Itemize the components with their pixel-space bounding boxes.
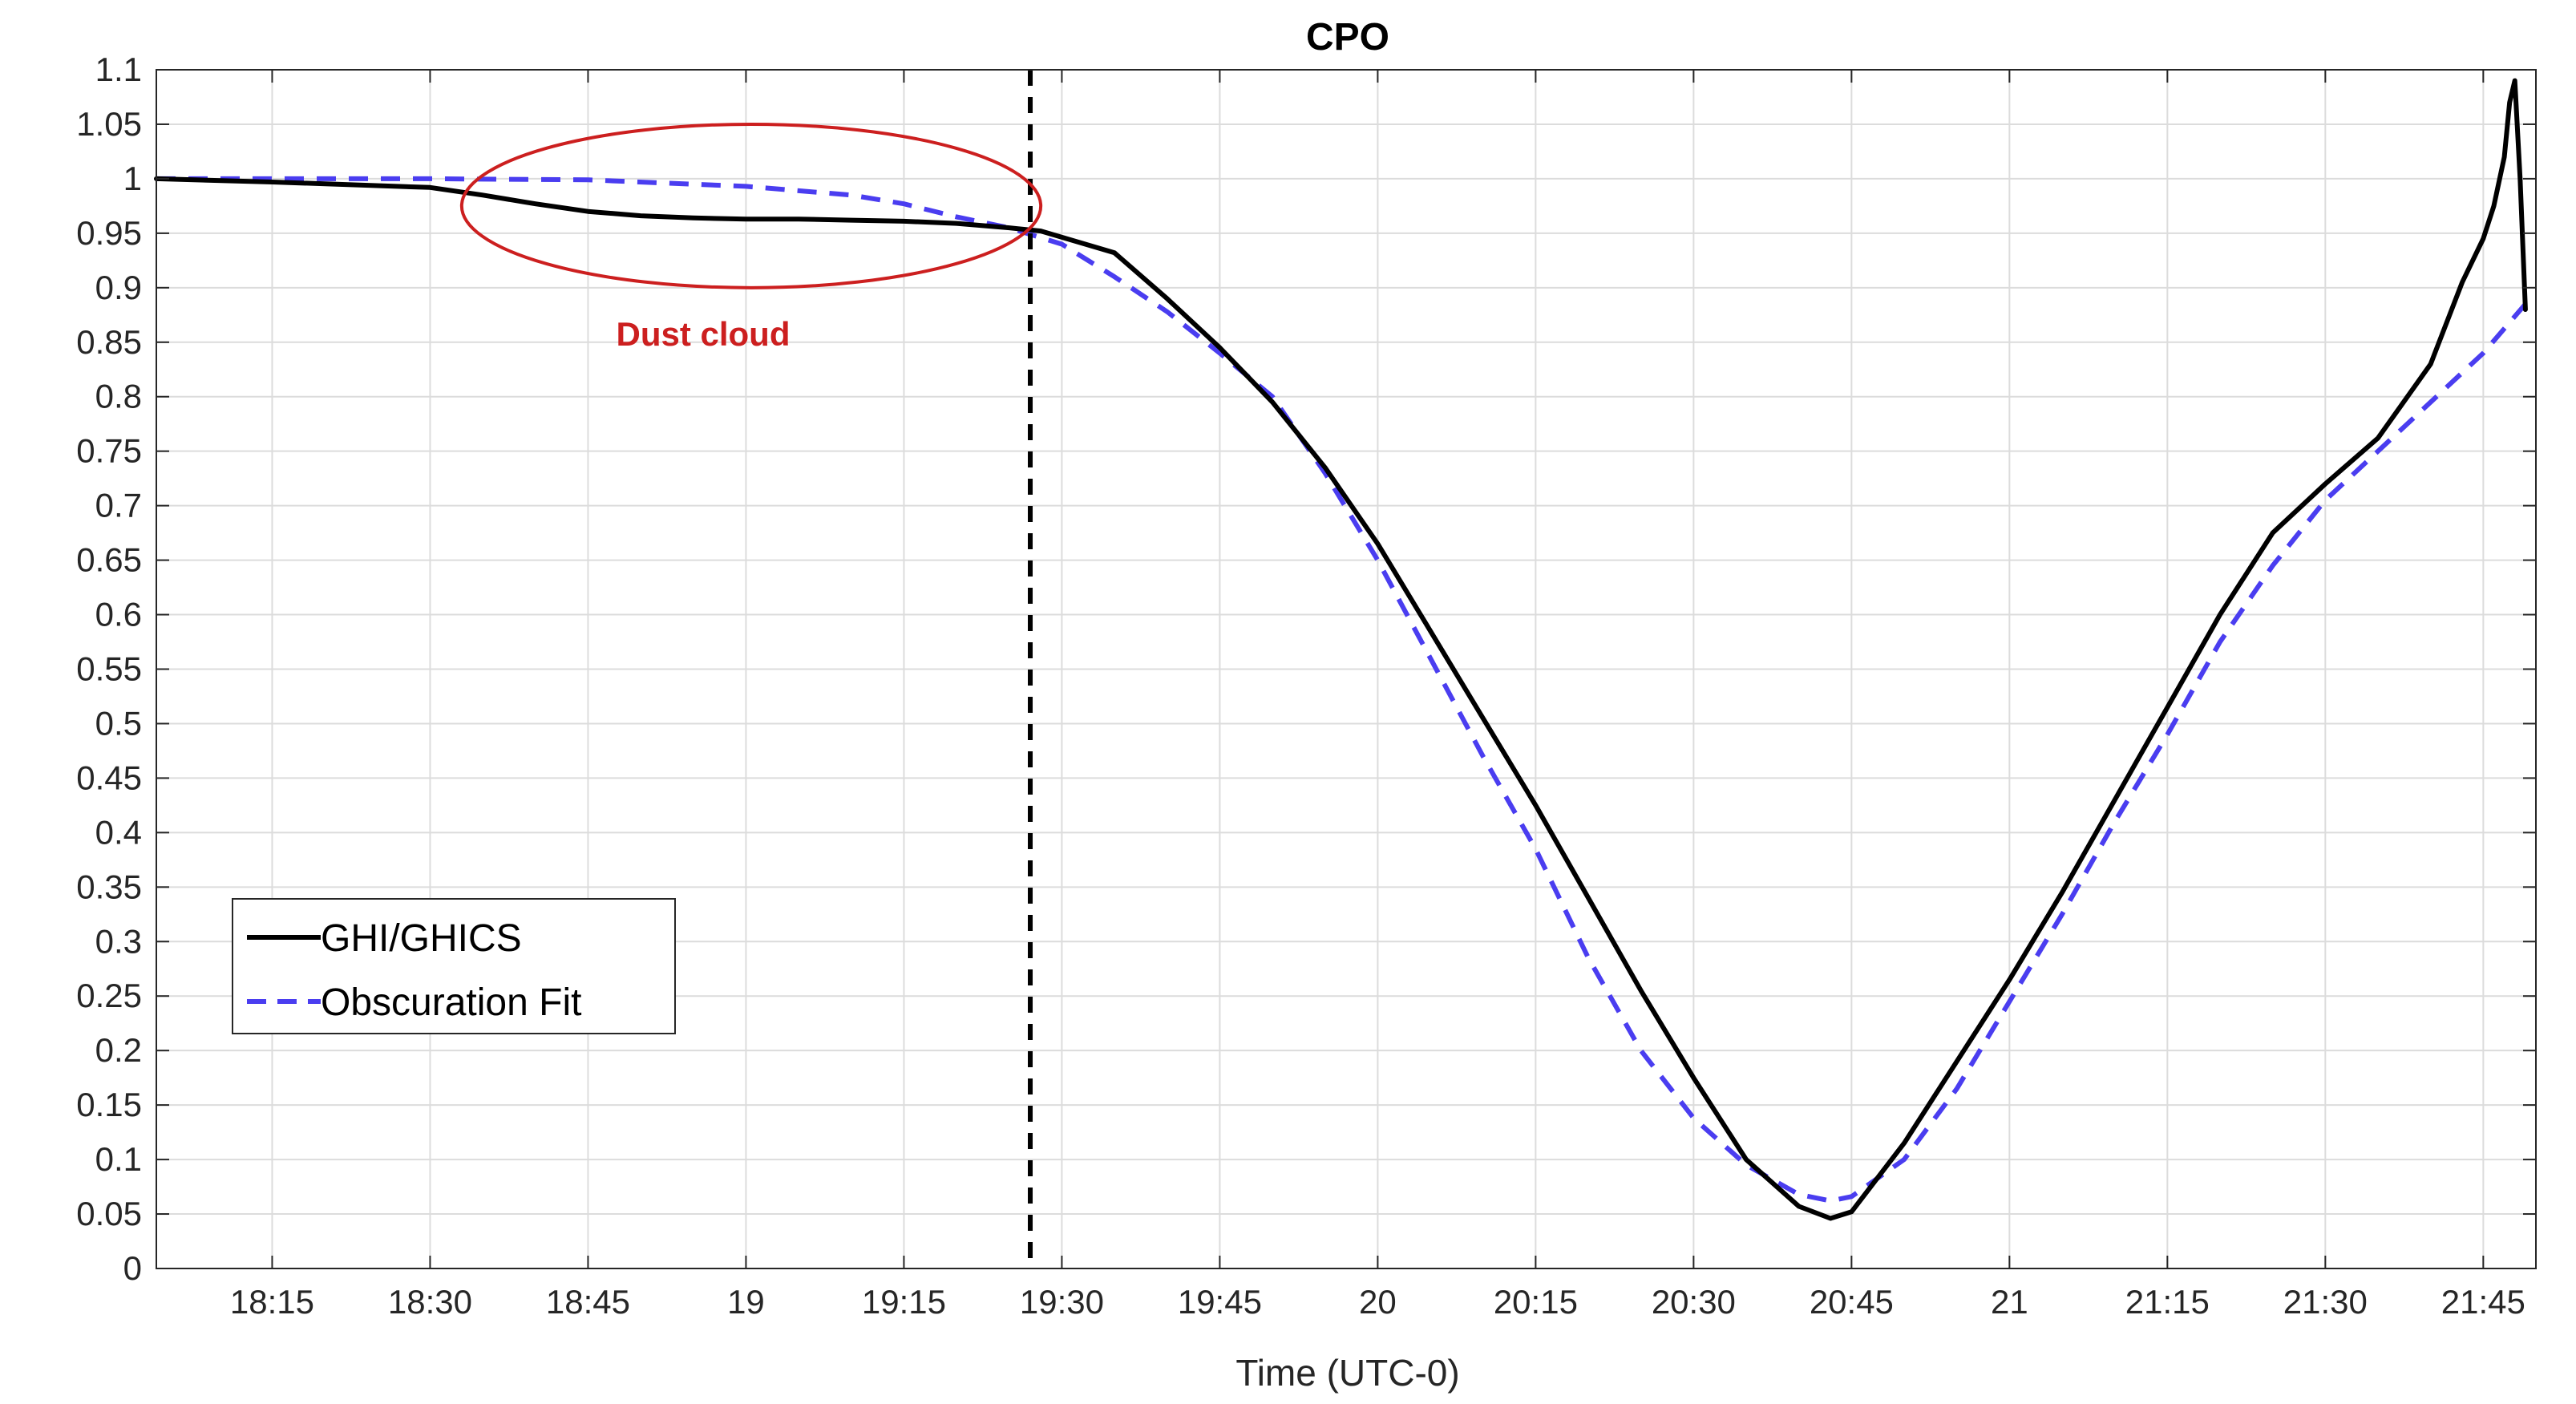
y-tick-label: 0.5 bbox=[95, 704, 142, 742]
y-tick-label: 0.35 bbox=[76, 868, 142, 905]
x-axis-tick-labels: 18:15 18:30 18:45 19 19:15 19:30 19:45 20 20:15 2… bbox=[230, 1283, 2525, 1321]
y-tick-label: 1.05 bbox=[76, 105, 142, 143]
x-tick-label: 20:30 bbox=[1652, 1283, 1736, 1321]
chart-title: CPO bbox=[1306, 16, 1389, 59]
legend: GHI/GHICS Obscuration Fit bbox=[232, 898, 676, 1034]
x-tick-label: 20 bbox=[1359, 1283, 1397, 1321]
y-tick-label: 0.85 bbox=[76, 323, 142, 361]
y-tick-label: 0 bbox=[123, 1249, 142, 1287]
series-layer bbox=[154, 78, 2528, 1221]
x-tick-label: 19:45 bbox=[1178, 1283, 1262, 1321]
x-tick-label: 19:30 bbox=[1020, 1283, 1104, 1321]
y-tick-label: 0.9 bbox=[95, 269, 142, 306]
x-tick-label: 21:30 bbox=[2283, 1283, 2368, 1321]
dust-cloud-label: Dust cloud bbox=[617, 315, 791, 353]
y-tick-label: 0.1 bbox=[95, 1140, 142, 1178]
x-tick-label: 21 bbox=[1991, 1283, 2028, 1321]
y-axis-tick-labels: 0 0.05 0.1 0.15 0.2 0.25 0.3 0.35 0.4 0.45 0.5 0.55… bbox=[76, 51, 142, 1287]
y-tick-label: 0.6 bbox=[95, 596, 142, 633]
x-tick-label: 21:45 bbox=[2441, 1283, 2525, 1321]
x-tick-label: 20:15 bbox=[1494, 1283, 1578, 1321]
y-tick-label: 0.7 bbox=[95, 487, 142, 524]
x-tick-label: 20:45 bbox=[1810, 1283, 1894, 1321]
y-tick-label: 0.25 bbox=[76, 977, 142, 1014]
series-line-ghi-ghics bbox=[154, 78, 2528, 1221]
legend-label-ghi: GHI/GHICS bbox=[321, 917, 522, 960]
grid bbox=[156, 69, 2536, 1269]
x-axis-title: Time (UTC-0) bbox=[1235, 1352, 1459, 1394]
y-tick-label: 0.3 bbox=[95, 922, 142, 960]
series-line-obscuration-fit bbox=[156, 176, 2528, 1204]
x-tick-label: 18:45 bbox=[546, 1283, 630, 1321]
legend-label-fit: Obscuration Fit bbox=[321, 981, 581, 1024]
x-tick-label: 18:15 bbox=[230, 1283, 314, 1321]
y-tick-label: 0.55 bbox=[76, 650, 142, 688]
y-tick-label: 1.1 bbox=[95, 51, 142, 88]
dust-cloud-ellipse bbox=[459, 122, 1043, 289]
legend-box bbox=[232, 898, 676, 1034]
tick-marks bbox=[156, 69, 2536, 1269]
y-tick-label: 0.45 bbox=[76, 759, 142, 796]
annotation-layer: Dust cloud bbox=[459, 70, 1043, 1268]
x-tick-label: 19 bbox=[727, 1283, 765, 1321]
y-tick-label: 0.4 bbox=[95, 813, 142, 851]
y-tick-label: 0.8 bbox=[95, 378, 142, 415]
y-tick-label: 0.15 bbox=[76, 1086, 142, 1123]
y-tick-label: 1 bbox=[123, 160, 142, 197]
y-tick-label: 0.75 bbox=[76, 432, 142, 470]
y-tick-label: 0.05 bbox=[76, 1195, 142, 1232]
x-tick-label: 19:15 bbox=[862, 1283, 946, 1321]
y-tick-label: 0.65 bbox=[76, 541, 142, 579]
y-tick-label: 0.95 bbox=[76, 214, 142, 252]
x-tick-label: 21:15 bbox=[2125, 1283, 2210, 1321]
y-tick-label: 0.2 bbox=[95, 1031, 142, 1069]
x-tick-label: 18:30 bbox=[388, 1283, 472, 1321]
